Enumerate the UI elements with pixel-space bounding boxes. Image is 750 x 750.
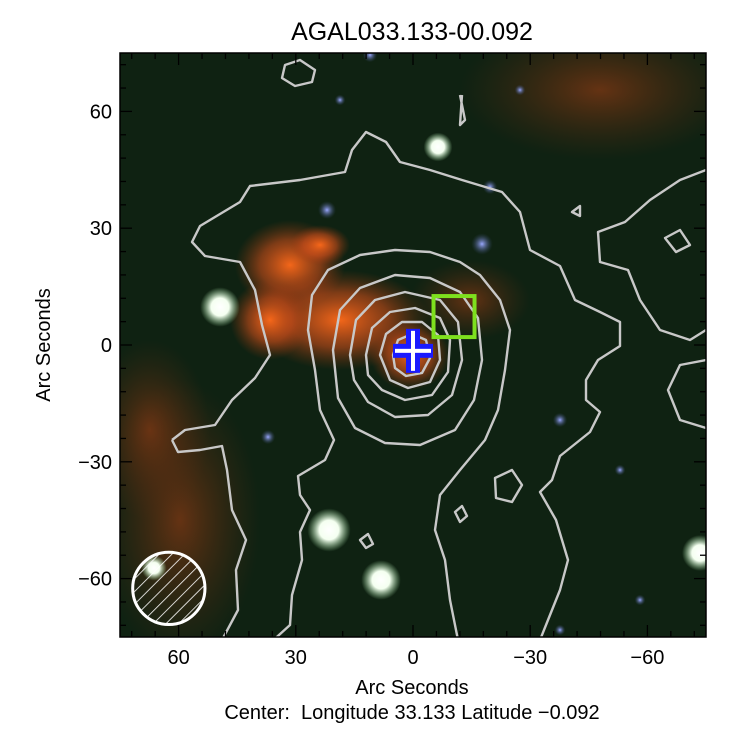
star [554, 624, 566, 636]
star [423, 132, 453, 162]
x-tick-label: 0 [407, 647, 418, 669]
contour-level-5 [364, 306, 452, 402]
y-tick-label: −30 [78, 452, 112, 474]
source-box [431, 294, 477, 340]
star [307, 508, 351, 552]
contour-loop-e [570, 204, 582, 218]
contour-top-line [458, 94, 467, 127]
contour-top-blob [280, 58, 317, 88]
star [318, 201, 336, 219]
center-cross-marker [393, 328, 433, 373]
star [682, 535, 706, 571]
axis-ticks [120, 53, 706, 637]
beam-circle [131, 550, 207, 626]
x-tick-label: −30 [513, 647, 547, 669]
contour-loop-b [453, 504, 469, 524]
star [361, 560, 401, 600]
x-tick-label: −60 [630, 647, 664, 669]
y-tick-label: 60 [90, 101, 112, 123]
contour-level-3 [331, 273, 484, 447]
star [471, 233, 493, 255]
y-tick-label: −60 [78, 569, 112, 591]
contour-right-2 [666, 358, 706, 430]
contour-level-1b [170, 439, 248, 637]
contours [170, 58, 706, 637]
beam-ellipse [131, 550, 207, 626]
contour-level-1 [171, 130, 622, 637]
star [362, 53, 378, 63]
contour-level-2 [275, 248, 512, 637]
contour-right [596, 168, 706, 342]
y-tick-label: 30 [90, 218, 112, 240]
sky-image [120, 53, 706, 637]
x-tick-label: 60 [167, 647, 189, 669]
center-coordinates-footer: Center: Longitude 33.133 Latitude −0.092 [224, 702, 599, 724]
contour-level-7 [391, 332, 432, 378]
x-axis-label: Arc Seconds [355, 677, 468, 699]
chart-title: AGAL033.133-00.092 [291, 18, 533, 46]
contour-level-6 [378, 320, 442, 390]
contour-level-4 [348, 290, 464, 419]
star [200, 287, 240, 327]
star [614, 464, 626, 476]
x-tick-label: 30 [285, 647, 307, 669]
star [634, 594, 646, 606]
y-tick-label: 0 [101, 335, 112, 357]
cross-highlight-v [411, 330, 415, 371]
star [514, 84, 526, 96]
stars [141, 53, 706, 636]
contour-loop-c [358, 532, 375, 550]
star [334, 94, 346, 106]
tick-labels: 60 30 0 −30 −60 60 30 0 −30 −60 [78, 101, 664, 669]
y-axis-label: Arc Seconds [33, 288, 55, 401]
star [260, 429, 276, 445]
contour-loop-d [663, 228, 692, 254]
star [552, 412, 568, 428]
contour-loop-a [493, 468, 524, 504]
